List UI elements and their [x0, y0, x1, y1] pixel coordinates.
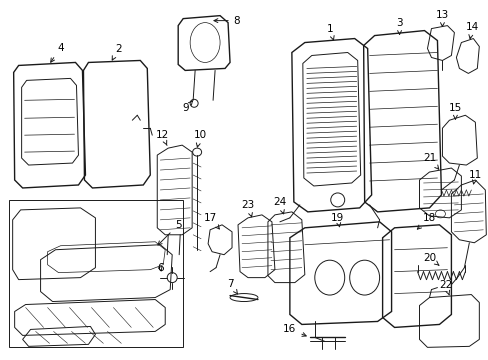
Text: 6: 6	[157, 263, 163, 273]
Text: 3: 3	[395, 18, 402, 35]
Text: 2: 2	[112, 44, 122, 60]
Text: 7: 7	[226, 279, 237, 294]
Text: 1: 1	[326, 24, 333, 40]
Text: 11: 11	[468, 170, 481, 184]
Text: 9: 9	[183, 101, 192, 113]
Text: 12: 12	[155, 130, 168, 145]
Text: 24: 24	[273, 197, 286, 214]
Text: 10: 10	[193, 130, 206, 147]
Text: 23: 23	[241, 200, 254, 217]
Bar	[9, 200, 183, 347]
Text: 8: 8	[214, 15, 240, 26]
Text: 20: 20	[422, 253, 438, 265]
Text: 4: 4	[51, 42, 64, 62]
Text: 13: 13	[435, 10, 448, 27]
Text: 19: 19	[330, 213, 344, 227]
Text: 5: 5	[158, 220, 181, 245]
Text: 22: 22	[438, 280, 451, 295]
Text: 17: 17	[203, 213, 219, 229]
Text: 15: 15	[448, 103, 461, 119]
Text: 18: 18	[416, 213, 435, 229]
Text: 21: 21	[422, 153, 438, 169]
Text: 16: 16	[283, 324, 305, 336]
Text: 14: 14	[465, 22, 478, 39]
